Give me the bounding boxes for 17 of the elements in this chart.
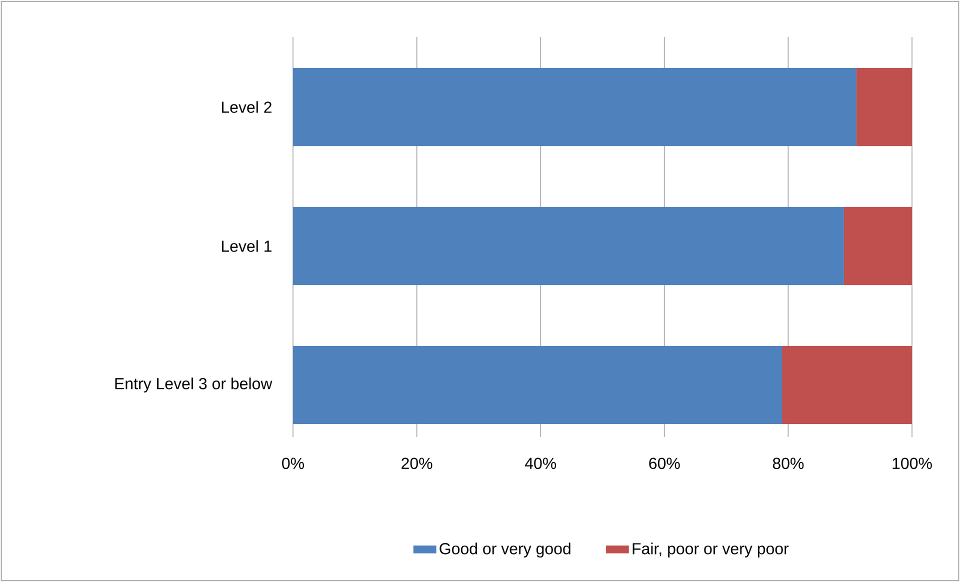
x-tick-label: 20% bbox=[402, 458, 432, 470]
y-tick-label: Level 1 bbox=[222, 240, 272, 252]
x-tick-label: 40% bbox=[524, 458, 556, 470]
bar bbox=[293, 206, 844, 286]
x-tick-label: 80% bbox=[772, 458, 804, 470]
y-tick-label: Entry Level 3 or below bbox=[115, 378, 272, 392]
bar bbox=[856, 68, 912, 146]
bar bbox=[293, 346, 782, 424]
y-tick-label: Level 2 bbox=[222, 101, 272, 113]
x-tick-label: 100% bbox=[892, 458, 932, 470]
bar bbox=[844, 206, 912, 286]
x-tick-label: 60% bbox=[649, 458, 680, 470]
bar bbox=[293, 68, 856, 146]
legend-label: Fair, poor or very poor bbox=[632, 542, 789, 558]
bar bbox=[782, 346, 912, 424]
x-tick-label: 0% bbox=[282, 458, 304, 470]
legend-label: Good or very good bbox=[440, 542, 570, 558]
